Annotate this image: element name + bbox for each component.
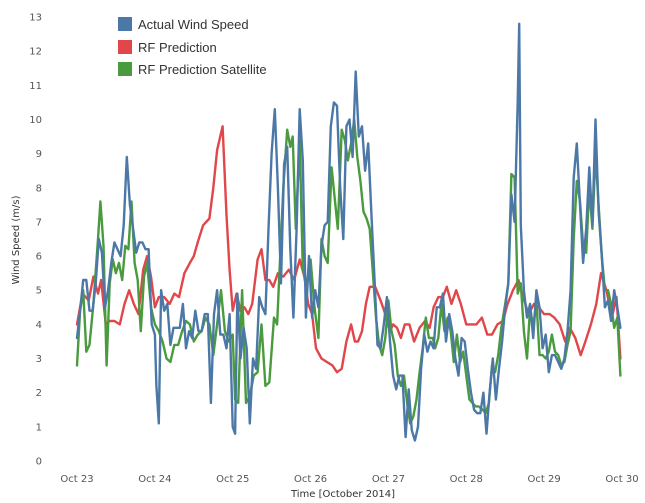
y-tick-label: 1 — [36, 422, 42, 433]
y-tick-label: 6 — [36, 252, 42, 263]
legend-swatch-actual — [118, 17, 132, 31]
x-tick-label: Oct 25 — [216, 474, 249, 485]
y-tick-label: 8 — [36, 183, 42, 194]
legend-item-rf[interactable]: RF Prediction — [118, 40, 217, 55]
series-lines — [75, 22, 622, 442]
legend-swatch-rf-satellite — [118, 62, 132, 76]
x-tick-label: Oct 26 — [294, 474, 327, 485]
y-tick-label: 13 — [29, 13, 42, 24]
y-tick-label: 5 — [36, 286, 42, 297]
legend: Actual Wind Speed RF Prediction RF Predi… — [118, 17, 267, 77]
y-tick-label: 11 — [29, 81, 42, 92]
x-tick-label: Oct 29 — [528, 474, 561, 485]
y-tick-label: 10 — [29, 115, 42, 126]
x-axis-title: Time [October 2014] — [290, 489, 395, 500]
x-axis-ticks: Oct 23 Oct 24 Oct 25 Oct 26 Oct 27 Oct 28 Oct … — [60, 474, 638, 485]
y-tick-label: 3 — [36, 354, 42, 365]
y-tick-label: 7 — [36, 217, 42, 228]
y-tick-label: 4 — [36, 320, 42, 331]
legend-item-actual[interactable]: Actual Wind Speed — [118, 17, 249, 32]
x-tick-label: Oct 23 — [60, 474, 93, 485]
x-tick-label: Oct 28 — [450, 474, 483, 485]
legend-swatch-rf — [118, 40, 132, 54]
legend-label-rf-satellite: RF Prediction Satellite — [138, 62, 267, 77]
y-tick-label: 0 — [36, 457, 42, 468]
y-tick-label: 9 — [36, 149, 42, 160]
x-tick-label: Oct 27 — [372, 474, 405, 485]
x-tick-label: Oct 30 — [605, 474, 638, 485]
y-axis-title: Wind Speed (m/s) — [11, 195, 22, 284]
x-tick-label: Oct 24 — [138, 474, 171, 485]
legend-item-rf-satellite[interactable]: RF Prediction Satellite — [118, 62, 267, 77]
y-tick-label: 2 — [36, 388, 42, 399]
legend-label-rf: RF Prediction — [138, 40, 217, 55]
series-line-actual-wind-speed — [75, 22, 622, 442]
y-tick-label: 12 — [29, 47, 42, 58]
legend-label-actual: Actual Wind Speed — [138, 17, 249, 32]
